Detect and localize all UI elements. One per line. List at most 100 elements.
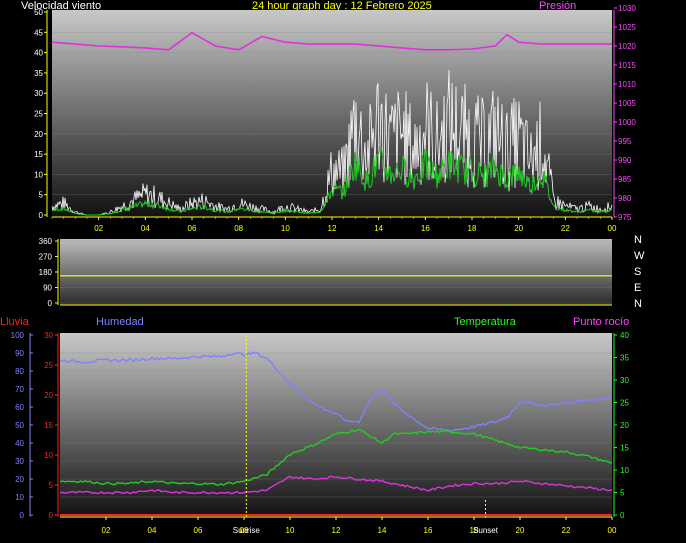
wind-y-tick-15: 15 <box>34 150 43 159</box>
pressure-y-tick-985: 985 <box>618 175 632 184</box>
climate-x-tick-08: 08 <box>240 526 249 535</box>
direction-y-tick-270: 270 <box>39 253 53 262</box>
axis-layer: 0510152025303540455097598098599099510001… <box>11 4 637 535</box>
wind-y-tick-0: 0 <box>39 211 44 220</box>
humidity-y-tick-70: 70 <box>15 385 24 394</box>
pressure-y-tick-1020: 1020 <box>618 42 636 51</box>
pressure-y-tick-975: 975 <box>618 213 632 222</box>
wind-x-tick-16: 16 <box>421 224 430 233</box>
temperature-y-tick-20: 20 <box>620 421 629 430</box>
wind-average-line <box>51 146 613 216</box>
pressure-y-tick-1010: 1010 <box>618 80 636 89</box>
rain-label: Lluvia <box>0 316 30 328</box>
climate-x-tick-22: 22 <box>562 526 571 535</box>
pressure-y-tick-1015: 1015 <box>618 61 636 70</box>
rain-y-tick-0: 0 <box>49 511 54 520</box>
rain-y-tick-15: 15 <box>44 421 53 430</box>
humidity-y-tick-50: 50 <box>15 421 24 430</box>
wind-y-tick-40: 40 <box>34 49 43 58</box>
wind-y-tick-30: 30 <box>34 89 43 98</box>
graph-title: 24 hour graph day : 12 Febrero 2025 <box>252 0 432 12</box>
wind-speed-label: Velocidad viento <box>21 0 101 12</box>
sunrise-label: Sunrise <box>233 526 261 535</box>
temperature-label: Temperatura <box>454 316 517 328</box>
climate-panel-background <box>60 333 612 518</box>
wind-x-tick-20: 20 <box>514 224 523 233</box>
wind-x-tick-02: 02 <box>94 224 103 233</box>
temperature-y-tick-30: 30 <box>620 376 629 385</box>
humidity-y-tick-100: 100 <box>11 331 25 340</box>
sunset-label: Sunset <box>473 526 499 535</box>
pressure-y-tick-990: 990 <box>618 156 632 165</box>
climate-x-tick-14: 14 <box>378 526 387 535</box>
wind-y-tick-45: 45 <box>34 28 43 37</box>
humidity-line <box>59 351 613 433</box>
climate-x-tick-16: 16 <box>424 526 433 535</box>
wind-y-tick-10: 10 <box>34 170 43 179</box>
compass-s: S <box>634 266 641 278</box>
humidity-y-tick-90: 90 <box>15 349 24 358</box>
series-layer <box>51 31 613 517</box>
wind-gust-line <box>51 69 613 216</box>
pressure-y-tick-1005: 1005 <box>618 99 636 108</box>
humidity-label: Humedad <box>96 316 144 328</box>
humidity-y-tick-0: 0 <box>20 511 25 520</box>
dewpoint-line <box>59 475 613 495</box>
climate-x-tick-02: 02 <box>102 526 111 535</box>
humidity-y-tick-40: 40 <box>15 439 24 448</box>
climate-x-tick-20: 20 <box>516 526 525 535</box>
humidity-y-tick-80: 80 <box>15 367 24 376</box>
temperature-y-tick-0: 0 <box>620 511 625 520</box>
climate-x-tick-04: 04 <box>148 526 157 535</box>
wind-x-tick-00: 00 <box>608 224 617 233</box>
temperature-y-tick-40: 40 <box>620 331 629 340</box>
temperature-y-tick-25: 25 <box>620 399 629 408</box>
climate-x-tick-00: 00 <box>608 526 617 535</box>
humidity-y-tick-10: 10 <box>15 493 24 502</box>
wind-y-tick-5: 5 <box>39 191 44 200</box>
climate-x-tick-06: 06 <box>194 526 203 535</box>
humidity-y-tick-30: 30 <box>15 457 24 466</box>
wind-x-tick-14: 14 <box>374 224 383 233</box>
climate-x-tick-12: 12 <box>332 526 341 535</box>
wind-y-tick-50: 50 <box>34 8 43 17</box>
wind-y-tick-35: 35 <box>34 69 43 78</box>
wind-x-tick-08: 08 <box>234 224 243 233</box>
pressure-y-tick-995: 995 <box>618 137 632 146</box>
humidity-y-tick-60: 60 <box>15 403 24 412</box>
wind-y-tick-20: 20 <box>34 130 43 139</box>
pressure-line <box>51 31 612 51</box>
compass-n-bottom: N <box>634 298 642 310</box>
wind-x-tick-12: 12 <box>328 224 337 233</box>
rain-y-tick-20: 20 <box>44 391 53 400</box>
humidity-y-tick-20: 20 <box>15 475 24 484</box>
wind-y-tick-25: 25 <box>34 110 43 119</box>
direction-y-tick-360: 360 <box>39 237 53 246</box>
temperature-y-tick-5: 5 <box>620 489 625 498</box>
direction-y-tick-180: 180 <box>39 268 53 277</box>
pressure-y-tick-1030: 1030 <box>618 4 636 13</box>
wind-x-tick-06: 06 <box>188 224 197 233</box>
rain-y-tick-5: 5 <box>49 481 54 490</box>
dewpoint-label: Punto rocío <box>573 316 629 328</box>
compass-w: W <box>634 250 645 262</box>
climate-x-tick-18: 18 <box>470 526 479 535</box>
pressure-y-tick-980: 980 <box>618 194 632 203</box>
wind-x-tick-10: 10 <box>281 224 290 233</box>
climate-x-tick-10: 10 <box>286 526 295 535</box>
wind-x-tick-22: 22 <box>561 224 570 233</box>
direction-y-tick-90: 90 <box>43 284 52 293</box>
temperature-y-tick-10: 10 <box>620 466 629 475</box>
temperature-line <box>59 428 612 486</box>
wind-x-tick-04: 04 <box>141 224 150 233</box>
compass-n-top: N <box>634 234 642 246</box>
direction-y-tick-0: 0 <box>48 299 53 308</box>
pressure-label: Presión <box>539 0 576 12</box>
compass-e: E <box>634 282 641 294</box>
rain-y-tick-30: 30 <box>44 331 53 340</box>
wind-x-tick-18: 18 <box>468 224 477 233</box>
temperature-y-tick-15: 15 <box>620 444 629 453</box>
temperature-y-tick-35: 35 <box>620 354 629 363</box>
rain-y-tick-10: 10 <box>44 451 53 460</box>
